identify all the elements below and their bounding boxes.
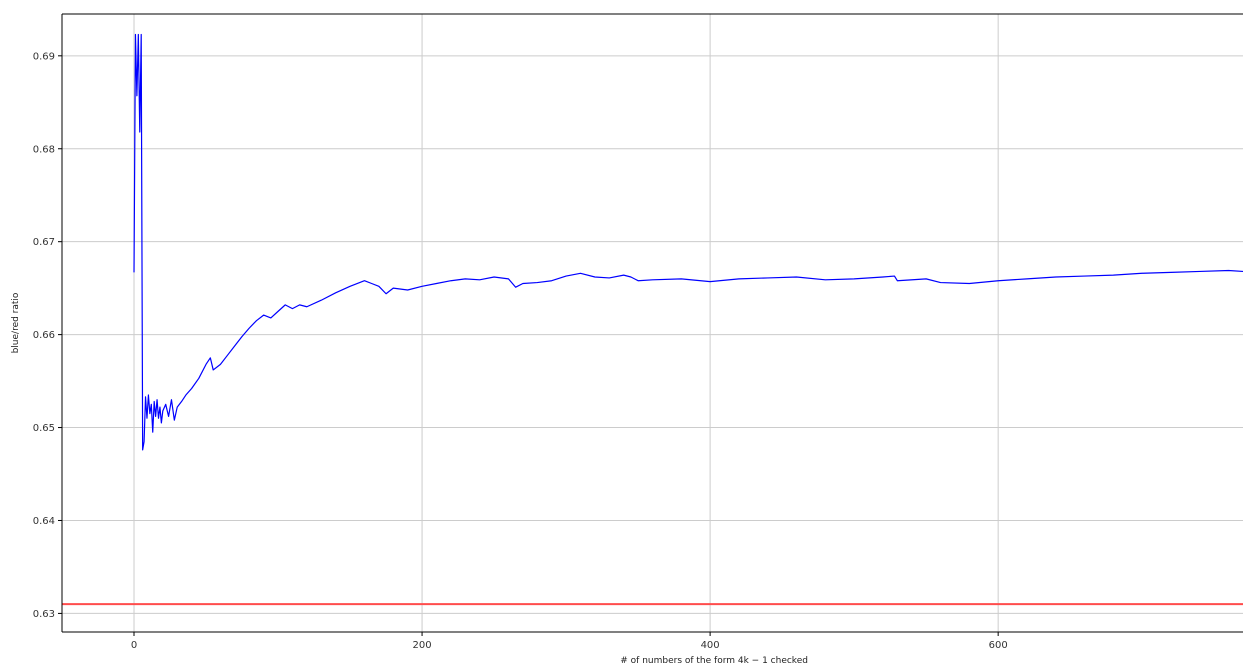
y-tick-label: 0.67 — [33, 237, 55, 248]
x-tick-label: 600 — [989, 640, 1008, 651]
x-axis-label: # of numbers of the form 4k − 1 checked — [620, 656, 808, 665]
y-tick-label: 0.65 — [33, 423, 55, 434]
ticks-group: 0 200 400 600 0.63 0.64 0.65 0.66 0.67 0.68 0.69 — [33, 51, 1008, 651]
x-tick-label: 400 — [701, 640, 720, 651]
y-axis-label: blue/red ratio — [11, 292, 21, 353]
y-tick-label: 0.69 — [33, 51, 55, 62]
y-tick-label: 0.63 — [33, 609, 55, 620]
y-tick-label: 0.68 — [33, 144, 55, 155]
series-group — [62, 33, 1243, 606]
y-tick-label: 0.64 — [33, 516, 55, 527]
ratio-series-line — [133, 33, 1243, 451]
plot-frame — [61, 13, 1243, 633]
x-tick-label: 0 — [131, 640, 137, 651]
y-tick-label: 0.66 — [33, 330, 55, 341]
grid-lines — [62, 14, 1243, 632]
x-tick-label: 200 — [413, 640, 432, 651]
